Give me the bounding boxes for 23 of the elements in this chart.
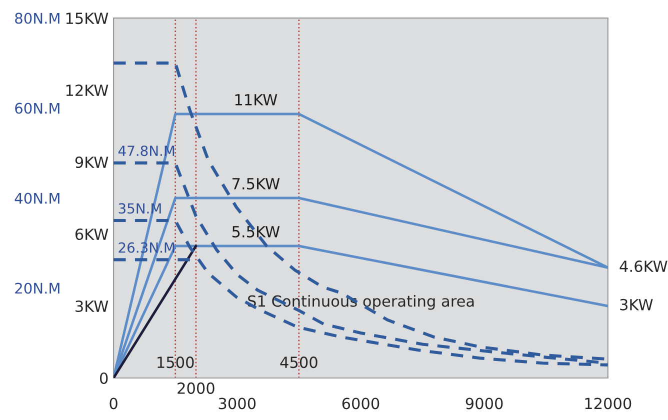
series-label: 7.5KW	[232, 178, 280, 190]
x-tick-label: 12000	[585, 398, 632, 410]
y-tick-label: 12KW	[66, 84, 108, 96]
y-tick-label: 9KW	[75, 156, 108, 168]
y-tick-label: 0	[100, 372, 108, 384]
y-tick-label: 6KW	[75, 228, 108, 240]
y2-tick-label: 40N.M	[14, 192, 60, 204]
y2-tick-label: 80N.M	[15, 12, 60, 24]
x-tick-label: 3000	[218, 398, 256, 410]
annotation: 4.6KW	[620, 260, 668, 272]
y-tick-label: 15KW	[66, 12, 108, 24]
annotation: 3KW	[620, 298, 653, 310]
x-tick-label: 6000	[342, 398, 380, 410]
y2-tick-label: 60N.M	[15, 102, 60, 114]
ref-line-label: 1500	[158, 356, 194, 368]
series-label: 11KW	[235, 94, 278, 106]
y2-tick-label: 20N.M	[15, 282, 60, 294]
ref-line-label: 2000	[178, 382, 214, 394]
y-tick-label: 3KW	[76, 300, 108, 312]
ref-line-label: 4500	[280, 356, 318, 368]
x-tick-label: 0	[110, 398, 118, 410]
series-label: 5.5KW	[232, 226, 280, 238]
x-tick-label: 9000	[466, 398, 503, 410]
